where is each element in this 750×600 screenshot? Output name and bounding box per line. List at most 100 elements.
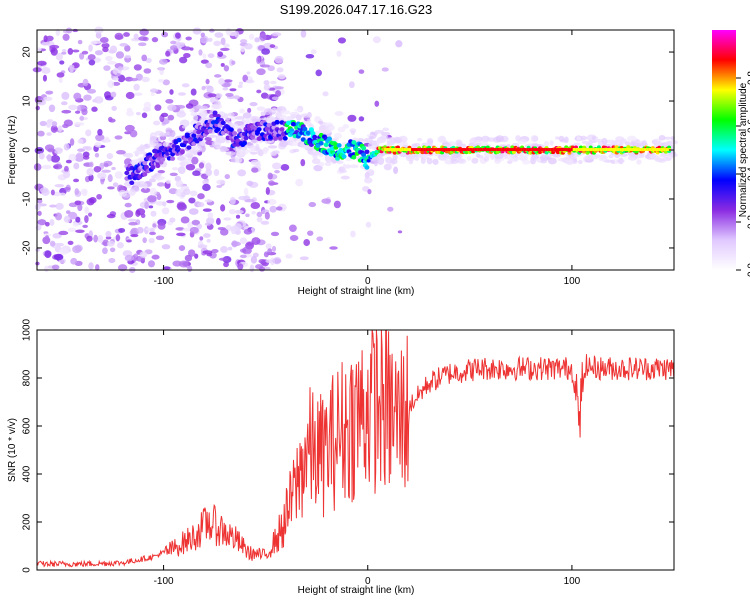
heatmap-cell bbox=[265, 186, 270, 195]
heatmap-cell bbox=[59, 192, 66, 197]
heatmap-cell bbox=[250, 201, 261, 210]
heatmap-cell bbox=[61, 109, 72, 114]
heatmap-cell bbox=[296, 114, 302, 121]
heatmap-cell bbox=[133, 92, 143, 96]
heatmap-cell bbox=[469, 137, 478, 144]
heatmap-cell bbox=[366, 159, 371, 163]
heatmap-cell bbox=[43, 233, 52, 237]
heatmap-cell bbox=[207, 134, 218, 138]
heatmap-cell bbox=[651, 148, 654, 152]
heatmap-cell bbox=[175, 104, 186, 109]
heatmap-cell bbox=[636, 148, 639, 152]
heatmap-cell bbox=[399, 142, 405, 147]
heatmap-cell bbox=[464, 148, 468, 152]
heatmap-cell bbox=[128, 221, 138, 226]
heatmap-cell bbox=[149, 178, 157, 183]
heatmap-cell bbox=[82, 224, 88, 228]
heatmap-cell bbox=[169, 172, 178, 177]
x-tick-label: 100 bbox=[564, 576, 581, 587]
heatmap-cell bbox=[665, 148, 669, 152]
heatmap-cell bbox=[443, 151, 450, 158]
heatmap-cell bbox=[180, 216, 190, 224]
heatmap-cell bbox=[235, 214, 241, 219]
heatmap-cell bbox=[272, 136, 278, 141]
heatmap-cell bbox=[385, 156, 394, 164]
heatmap-cell bbox=[207, 53, 215, 59]
heatmap-cell bbox=[159, 132, 167, 137]
heatmap-cell bbox=[262, 147, 269, 153]
heatmap-cell bbox=[45, 90, 54, 95]
heatmap-cell bbox=[238, 81, 244, 85]
heatmap-cell bbox=[141, 54, 148, 62]
heatmap-cell bbox=[347, 114, 357, 122]
heatmap-cell bbox=[105, 236, 112, 240]
heatmap-cell bbox=[266, 122, 272, 128]
heatmap-cell bbox=[161, 31, 169, 38]
heatmap-cell bbox=[540, 148, 544, 152]
heatmap-cell bbox=[177, 155, 186, 161]
heatmap-cell bbox=[86, 167, 94, 176]
heatmap-cell bbox=[348, 164, 359, 169]
heatmap-cell bbox=[558, 135, 565, 142]
heatmap-cell bbox=[157, 222, 166, 230]
colorbar-ticks: 0.0 0.2 0.4 0.6 0.8 bbox=[736, 71, 750, 277]
heatmap-cell bbox=[97, 128, 103, 136]
heatmap-cell bbox=[49, 240, 56, 247]
heatmap-cell bbox=[544, 150, 549, 155]
heatmap-cell bbox=[616, 148, 620, 152]
heatmap-cell bbox=[179, 149, 185, 155]
heatmap-cell bbox=[477, 148, 480, 152]
heatmap-cell bbox=[50, 154, 61, 163]
heatmap-cell bbox=[218, 78, 225, 85]
heatmap-cell bbox=[124, 131, 132, 135]
heatmap-cell bbox=[79, 52, 85, 60]
heatmap-cell bbox=[124, 124, 135, 132]
heatmap-cell bbox=[199, 236, 204, 241]
heatmap-cell bbox=[246, 71, 251, 75]
heatmap-cell bbox=[130, 234, 139, 238]
heatmap-cell bbox=[530, 135, 539, 142]
heatmap-cell bbox=[523, 148, 527, 152]
heatmap-cell bbox=[45, 35, 54, 42]
heatmap-cell bbox=[55, 53, 63, 61]
heatmap-cell bbox=[305, 54, 315, 59]
heatmap-cell bbox=[61, 49, 67, 53]
heatmap-cell bbox=[396, 148, 399, 152]
heatmap-cell bbox=[386, 148, 390, 152]
heatmap-cell bbox=[384, 148, 387, 152]
heatmap-cell bbox=[213, 40, 222, 47]
heatmap-cell bbox=[106, 152, 114, 160]
heatmap-cell bbox=[271, 96, 279, 101]
heatmap-cell bbox=[433, 148, 436, 152]
heatmap-cell bbox=[411, 143, 418, 150]
heatmap-cell bbox=[155, 235, 165, 241]
heatmap-cell bbox=[411, 148, 414, 152]
heatmap-cell bbox=[147, 194, 157, 203]
heatmap-cell bbox=[157, 169, 166, 174]
heatmap-cell bbox=[73, 178, 80, 183]
heatmap-cell bbox=[382, 127, 390, 132]
heatmap-cell bbox=[220, 47, 230, 52]
heatmap-cell bbox=[214, 32, 224, 38]
heatmap-cell bbox=[53, 253, 64, 261]
heatmap-cell bbox=[73, 162, 80, 170]
heatmap-cell bbox=[149, 231, 157, 236]
heatmap-cell bbox=[372, 36, 381, 44]
colorbar-tick-label: 0.6 bbox=[747, 119, 750, 133]
heatmap-cell bbox=[572, 148, 576, 152]
heatmap-cell bbox=[206, 85, 214, 94]
heatmap-cell bbox=[194, 253, 199, 259]
heatmap-cell bbox=[521, 148, 524, 152]
heatmap-cell bbox=[213, 169, 220, 177]
heatmap-cell bbox=[144, 201, 149, 210]
heatmap-cell bbox=[165, 179, 171, 184]
heatmap-cell bbox=[239, 108, 245, 114]
heatmap-cell bbox=[149, 187, 157, 196]
heatmap-cell bbox=[153, 120, 161, 126]
heatmap-cell bbox=[41, 66, 51, 74]
heatmap-cell bbox=[511, 150, 516, 155]
heatmap-cell bbox=[94, 152, 100, 158]
heatmap-cell bbox=[432, 158, 439, 165]
heatmap-cell bbox=[37, 210, 42, 216]
heatmap-cell bbox=[181, 125, 187, 129]
